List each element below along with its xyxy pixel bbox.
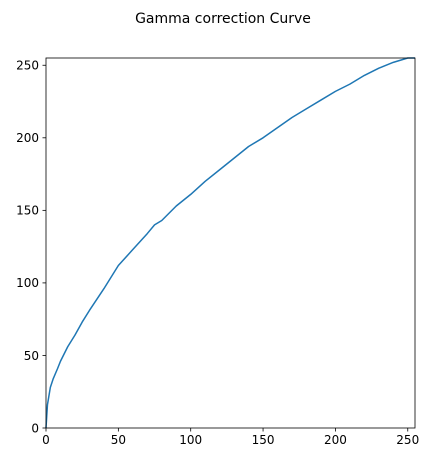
- y-tick-label: 150: [16, 204, 39, 218]
- chart-title: Gamma correction Curve: [135, 11, 311, 27]
- x-tick-label: 50: [111, 433, 126, 447]
- x-tick-label: 0: [42, 433, 50, 447]
- y-tick-label: 50: [24, 349, 39, 363]
- plot-frame: [45, 57, 416, 429]
- series-line-0: [45, 57, 415, 429]
- y-tick-label: 0: [31, 421, 39, 435]
- y-tick-label: 200: [16, 131, 39, 145]
- x-tick-label: 150: [252, 433, 275, 447]
- y-tick-label: 250: [16, 59, 39, 73]
- plot-area: [45, 57, 415, 429]
- y-tick-label: 100: [16, 276, 39, 290]
- x-tick-label: 250: [396, 433, 419, 447]
- axes: 0 50 100 150 200 250 0 50 100 150 200 250: [16, 57, 419, 447]
- x-tick-label: 100: [179, 433, 202, 447]
- x-tick-label: 200: [324, 433, 347, 447]
